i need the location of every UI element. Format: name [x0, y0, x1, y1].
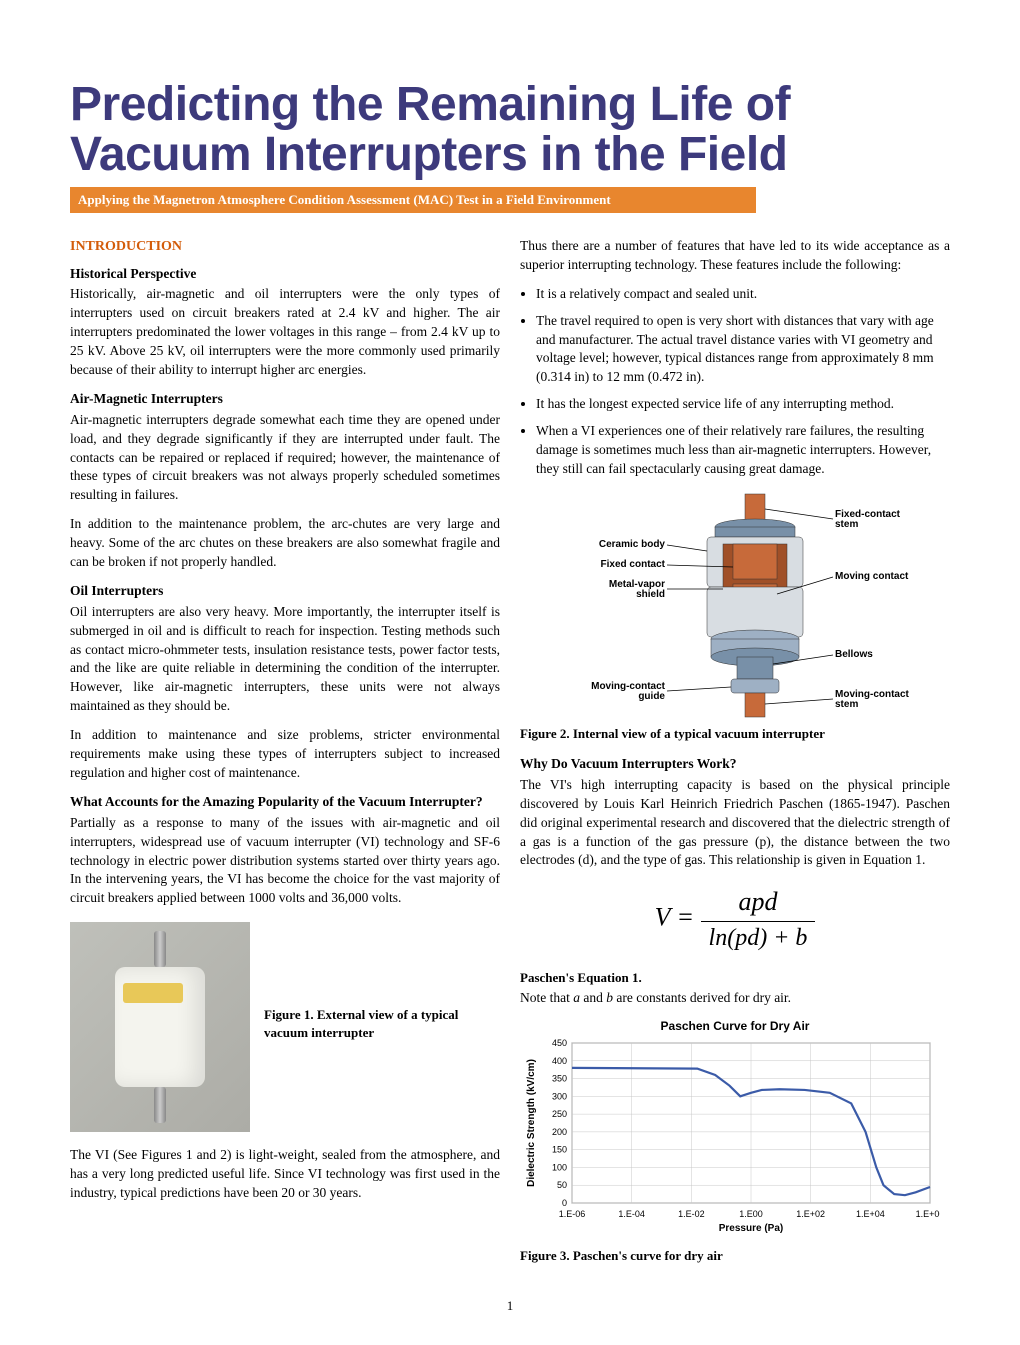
equation-label: Paschen's Equation 1.: [520, 969, 950, 987]
equation-note: Note that a and b are constants derived …: [520, 989, 950, 1008]
svg-text:300: 300: [552, 1091, 567, 1101]
svg-text:150: 150: [552, 1145, 567, 1155]
svg-text:stem: stem: [835, 699, 858, 710]
para-vi: The VI (See Figures 1 and 2) is light-we…: [70, 1146, 500, 1203]
svg-text:350: 350: [552, 1074, 567, 1084]
svg-text:1.E+06: 1.E+06: [916, 1209, 940, 1219]
svg-text:shield: shield: [636, 589, 665, 600]
subtitle: Applying the Magnetron Atmosphere Condit…: [70, 187, 756, 213]
intro-heading: INTRODUCTION: [70, 237, 500, 257]
content-columns: INTRODUCTION Historical Perspective Hist…: [70, 237, 950, 1277]
feature-item: When a VI experiences one of their relat…: [536, 422, 950, 479]
svg-text:0: 0: [562, 1198, 567, 1208]
para-oil2: In addition to maintenance and size prob…: [70, 726, 500, 783]
figure1-caption: Figure 1. External view of a typical vac…: [264, 1006, 500, 1042]
svg-text:1.E-04: 1.E-04: [618, 1209, 645, 1219]
svg-text:Bellows: Bellows: [835, 649, 873, 660]
svg-text:Dielectric Strength (kV/cm): Dielectric Strength (kV/cm): [526, 1059, 537, 1187]
interrupter-label-band: [123, 983, 183, 1003]
column-right: Thus there are a number of features that…: [520, 237, 950, 1277]
paschen-chart: 0 50 100 150 200 250 300 350 400 450 1.E-06 1.E-04 1…: [520, 1035, 940, 1235]
features-list: It is a relatively compact and sealed un…: [536, 285, 950, 479]
svg-text:200: 200: [552, 1127, 567, 1137]
svg-text:Ceramic body: Ceramic body: [599, 539, 666, 550]
svg-text:guide: guide: [638, 691, 665, 702]
para-popularity: Partially as a response to many of the i…: [70, 814, 500, 908]
svg-text:1.E+02: 1.E+02: [796, 1209, 825, 1219]
figure1-image: [70, 922, 250, 1132]
figure3-caption: Figure 3. Paschen's curve for dry air: [520, 1247, 950, 1265]
para-air2: In addition to the maintenance problem, …: [70, 515, 500, 572]
page-title: Predicting the Remaining Life of Vacuum …: [70, 80, 950, 181]
heading-popularity: What Accounts for the Amazing Popularity…: [70, 793, 500, 812]
svg-text:50: 50: [557, 1180, 567, 1190]
para-oil1: Oil interrupters are also very heavy. Mo…: [70, 603, 500, 716]
page-number: 1: [70, 1297, 950, 1315]
svg-text:250: 250: [552, 1109, 567, 1119]
column-left: INTRODUCTION Historical Perspective Hist…: [70, 237, 500, 1277]
svg-text:Fixed contact: Fixed contact: [601, 559, 666, 570]
svg-text:450: 450: [552, 1038, 567, 1048]
para-historical: Historically, air-magnetic and oil inter…: [70, 285, 500, 379]
heading-historical: Historical Perspective: [70, 265, 500, 284]
paschen-equation: V = apd ln(pd) + b: [520, 884, 950, 955]
figure2-caption: Figure 2. Internal view of a typical vac…: [520, 725, 950, 743]
feature-item: The travel required to open is very shor…: [536, 312, 950, 388]
svg-text:1.E-06: 1.E-06: [559, 1209, 586, 1219]
heading-oil: Oil Interrupters: [70, 582, 500, 601]
figure1-row: Figure 1. External view of a typical vac…: [70, 922, 500, 1132]
para-thus: Thus there are a number of features that…: [520, 237, 950, 275]
feature-item: It is a relatively compact and sealed un…: [536, 285, 950, 304]
figure2-container: Ceramic bodyFixed contactMetal-vaporshie…: [520, 489, 950, 719]
svg-text:400: 400: [552, 1056, 567, 1066]
svg-text:Pressure (Pa): Pressure (Pa): [719, 1223, 783, 1234]
chart-title: Paschen Curve for Dry Air: [520, 1018, 950, 1035]
feature-item: It has the longest expected service life…: [536, 395, 950, 414]
figure2-diagram: Ceramic bodyFixed contactMetal-vaporshie…: [535, 489, 935, 719]
svg-text:stem: stem: [835, 519, 858, 530]
heading-air: Air-Magnetic Interrupters: [70, 390, 500, 409]
interrupter-illustration: [115, 967, 205, 1087]
svg-text:Moving contact: Moving contact: [835, 571, 909, 582]
para-air1: Air-magnetic interrupters degrade somewh…: [70, 411, 500, 505]
para-why: The VI's high interrupting capacity is b…: [520, 776, 950, 870]
svg-text:1.E00: 1.E00: [739, 1209, 763, 1219]
svg-text:1.E+04: 1.E+04: [856, 1209, 885, 1219]
svg-text:100: 100: [552, 1163, 567, 1173]
heading-why: Why Do Vacuum Interrupters Work?: [520, 755, 950, 774]
svg-text:1.E-02: 1.E-02: [678, 1209, 705, 1219]
